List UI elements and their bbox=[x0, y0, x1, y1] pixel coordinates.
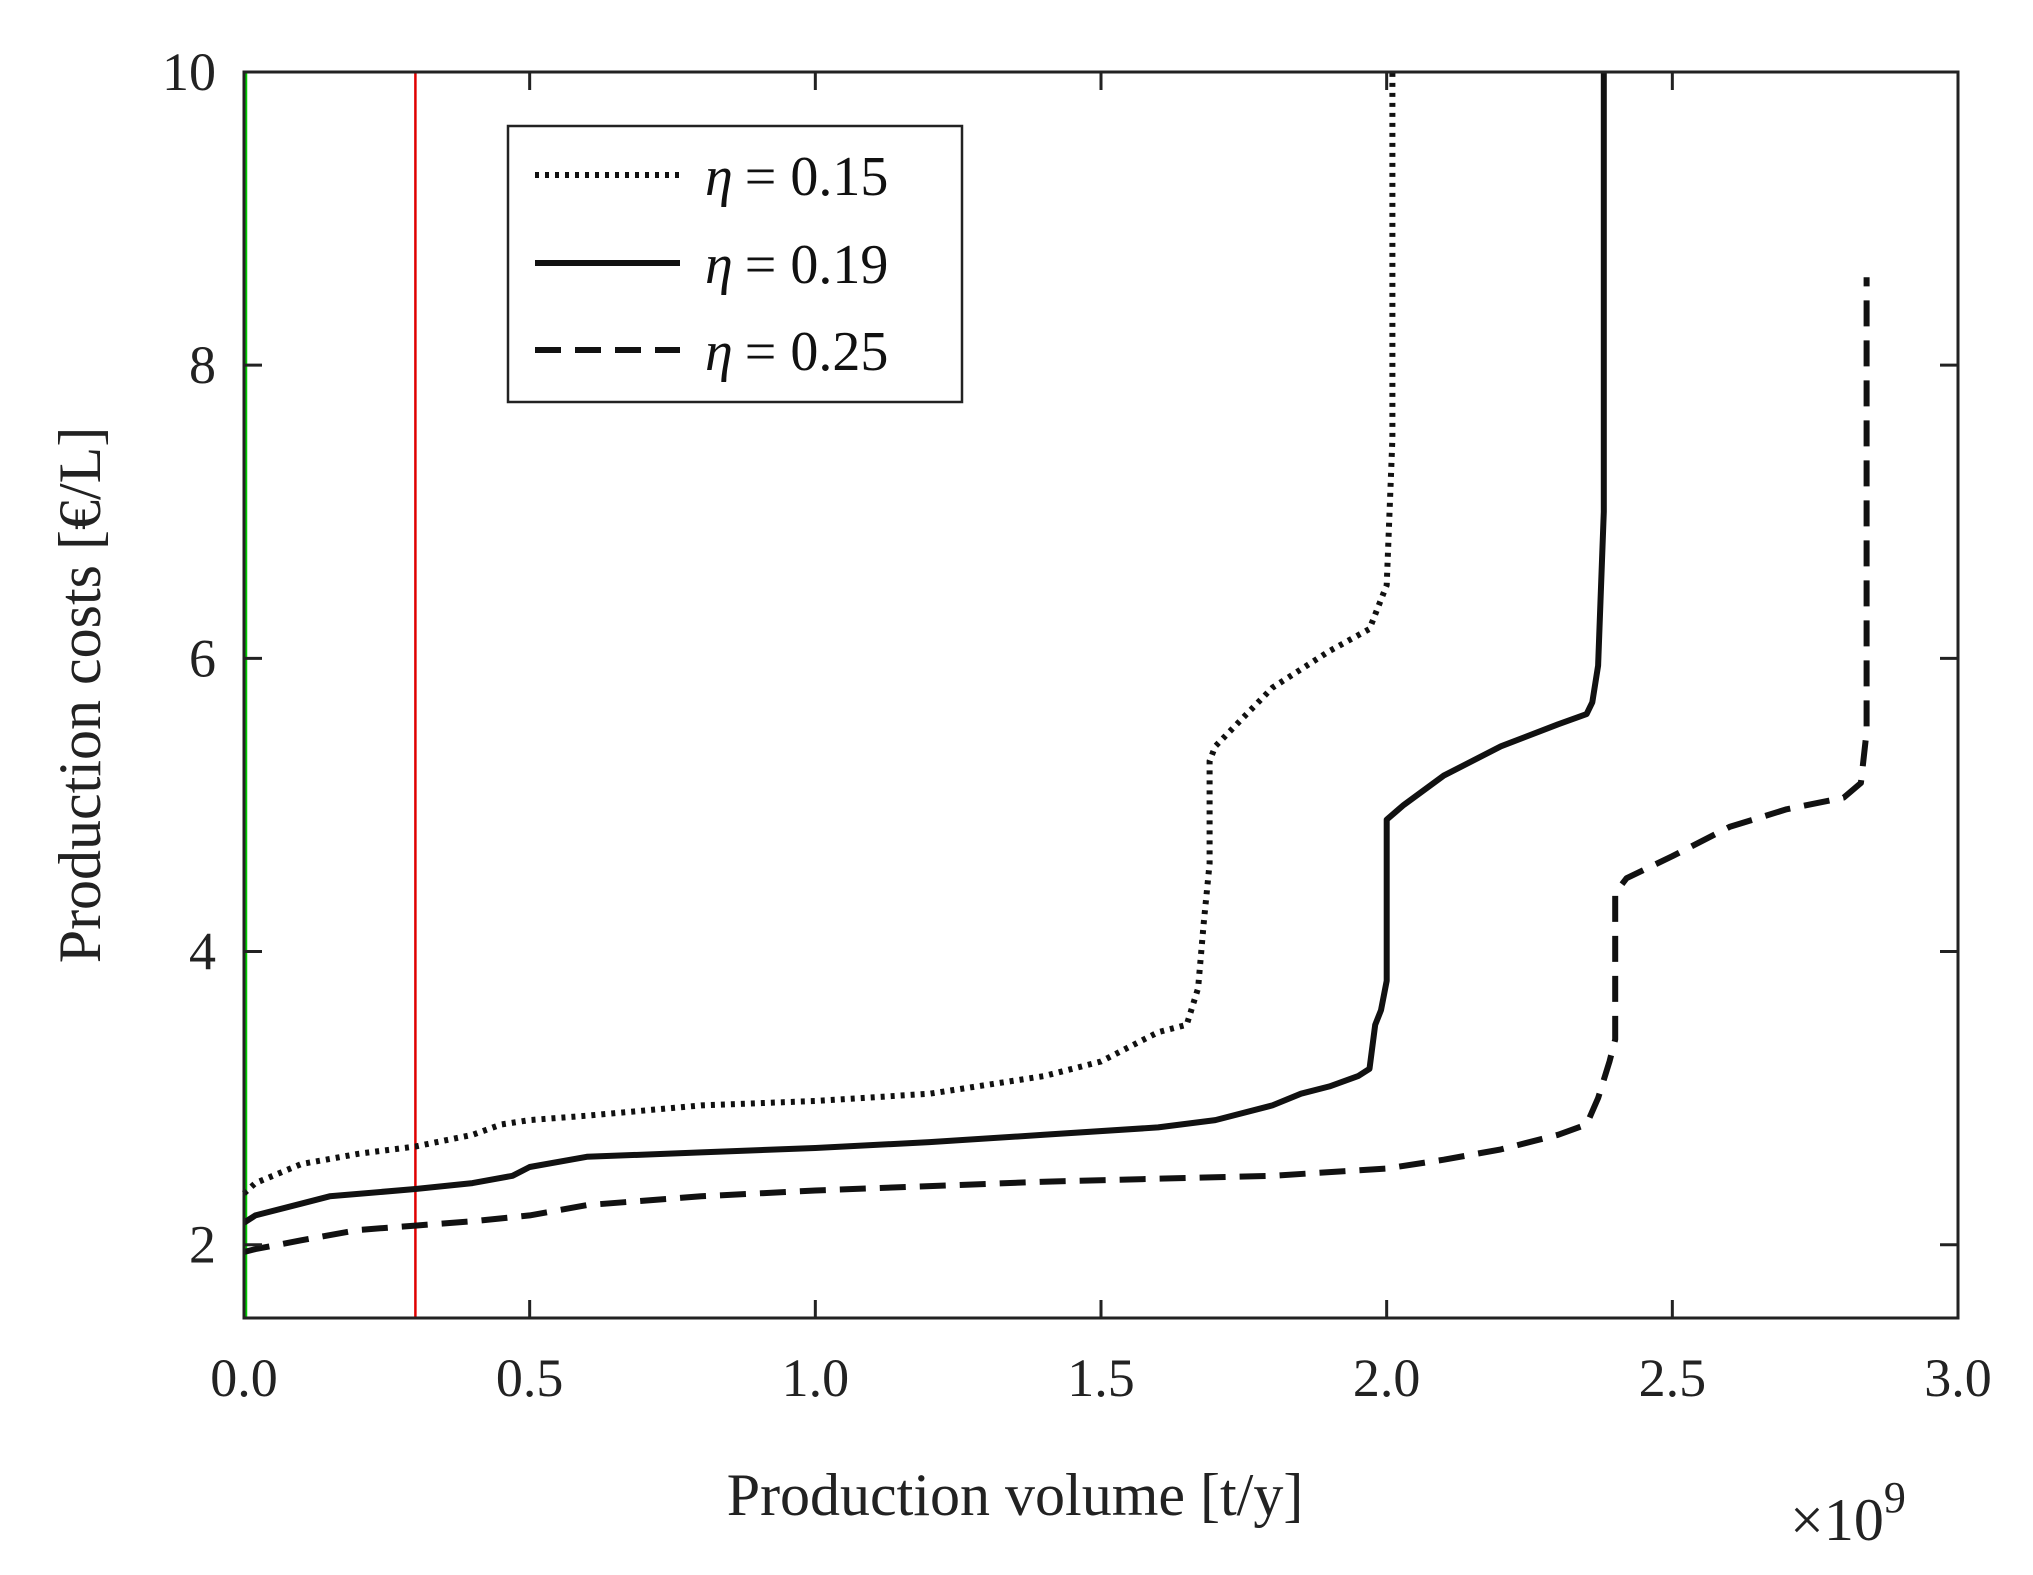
legend: η = 0.15 η = 0.19 η = 0.25 bbox=[506, 124, 964, 404]
x-tick-label: 3.0 bbox=[1924, 1348, 1992, 1408]
series-line-solid bbox=[242, 72, 1607, 1226]
y-tick-label: 2 bbox=[189, 1215, 216, 1275]
legend-value: = 0.19 bbox=[745, 234, 889, 296]
legend-label-eta-0-25: η = 0.25 bbox=[705, 321, 888, 383]
series-lines bbox=[241, 72, 1870, 1255]
reference-lines bbox=[244, 72, 417, 1318]
legend-symbol: η bbox=[705, 234, 733, 296]
x-tick-label: 1.5 bbox=[1067, 1348, 1135, 1408]
x-axis-multiplier-base: ×10 bbox=[1790, 1487, 1884, 1553]
legend-symbol: η bbox=[705, 321, 733, 383]
series-line-dotted bbox=[241, 72, 1396, 1196]
x-tick-label: 0.5 bbox=[496, 1348, 564, 1408]
legend-symbol: η bbox=[705, 146, 733, 208]
legend-value: = 0.25 bbox=[745, 321, 889, 383]
legend-label-eta-0-19: η = 0.19 bbox=[705, 234, 888, 296]
axis-ticks: 0.0 0.5 1.0 1.5 2.0 2.5 3.0 2 4 6 8 10 bbox=[162, 42, 1992, 1408]
y-tick-label: 6 bbox=[189, 628, 216, 688]
y-axis-title: Production costs [€/L] bbox=[47, 427, 113, 964]
x-tick-label: 2.0 bbox=[1353, 1348, 1421, 1408]
y-tick-label: 10 bbox=[162, 42, 216, 102]
x-tick-label: 2.5 bbox=[1639, 1348, 1707, 1408]
x-axis-multiplier: ×109 bbox=[1790, 1473, 1906, 1553]
x-tick-label: 1.0 bbox=[782, 1348, 850, 1408]
x-axis-multiplier-power: 9 bbox=[1884, 1473, 1906, 1522]
x-tick-label: 0.0 bbox=[210, 1348, 278, 1408]
y-tick-label: 4 bbox=[189, 922, 216, 982]
x-axis-title: Production volume [t/y] bbox=[727, 1462, 1304, 1528]
legend-label-eta-0-15: η = 0.15 bbox=[705, 146, 888, 208]
series-line-dashed bbox=[243, 277, 1870, 1255]
y-tick-label: 8 bbox=[189, 335, 216, 395]
legend-value: = 0.15 bbox=[745, 146, 889, 208]
